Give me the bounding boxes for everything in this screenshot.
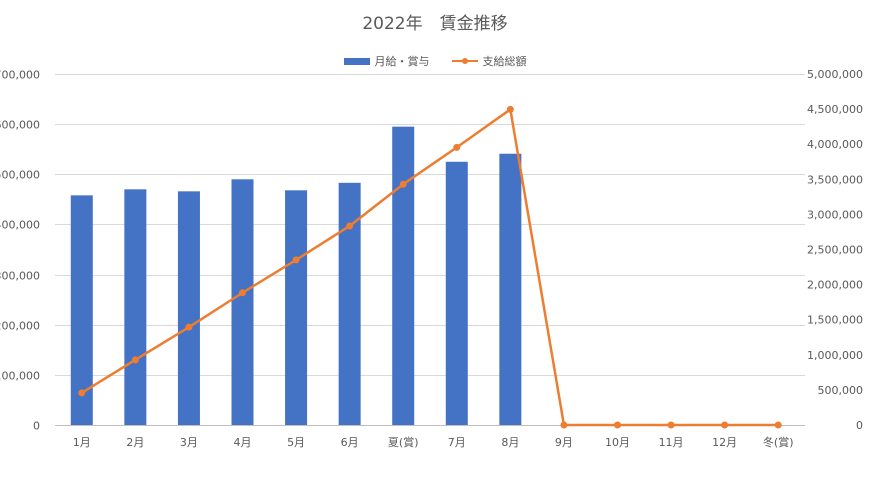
y-left-tick-label: 100,000 bbox=[0, 370, 40, 383]
line-point bbox=[774, 421, 782, 429]
line-point bbox=[78, 389, 86, 397]
y-right-tick-label: 5,000,000 bbox=[807, 68, 863, 81]
x-tick-label: 8月 bbox=[501, 436, 519, 449]
y-left-tick-label: 600,000 bbox=[0, 119, 40, 132]
y-right-tick-label: 1,500,000 bbox=[807, 314, 863, 327]
chart-title: 2022年 賃金推移 bbox=[362, 14, 508, 34]
x-tick-label: 10月 bbox=[605, 436, 630, 449]
y-right-tick-label: 2,500,000 bbox=[807, 244, 863, 257]
legend-entry-bar: 月給・賞与 bbox=[343, 53, 430, 69]
x-tick-label: 1月 bbox=[73, 436, 91, 449]
y-right-tick-label: 4,000,000 bbox=[807, 138, 863, 151]
y-left-tick-label: 300,000 bbox=[0, 270, 40, 283]
y-right-tick-label: 500,000 bbox=[818, 384, 864, 397]
line-point bbox=[667, 421, 675, 429]
line-point bbox=[506, 105, 514, 113]
y-right-tick-label: 3,000,000 bbox=[807, 208, 863, 221]
x-tick-label: 7月 bbox=[448, 436, 466, 449]
bar bbox=[70, 195, 93, 425]
x-tick-label: 夏(賞) bbox=[388, 436, 419, 449]
bar bbox=[124, 189, 147, 425]
bar bbox=[231, 179, 254, 425]
line-point bbox=[239, 289, 246, 297]
line-point bbox=[560, 421, 568, 429]
legend-label-bar: 月給・賞与 bbox=[374, 55, 430, 68]
y-right-tick-label: 0 bbox=[856, 419, 863, 432]
legend-entry-line: 支給総額 bbox=[451, 53, 527, 69]
bar bbox=[338, 182, 361, 425]
series-line bbox=[81, 108, 779, 427]
line-point bbox=[185, 323, 193, 331]
bar bbox=[177, 191, 200, 425]
y-left-tick-label: 500,000 bbox=[0, 169, 40, 182]
legend: 月給・賞与 支給総額 bbox=[0, 53, 870, 69]
x-tick-label: 2月 bbox=[126, 436, 144, 449]
line-point bbox=[346, 222, 354, 230]
y-left-tick-label: 400,000 bbox=[0, 219, 40, 232]
line-point bbox=[721, 421, 729, 429]
y-right-tick-label: 4,500,000 bbox=[807, 103, 863, 116]
bar bbox=[445, 161, 468, 425]
x-tick-label: 4月 bbox=[234, 436, 252, 449]
x-tick-label: 12月 bbox=[712, 436, 737, 449]
x-tick-label: 11月 bbox=[659, 436, 684, 449]
x-tick-label: 9月 bbox=[555, 436, 573, 449]
line-point bbox=[131, 356, 139, 364]
line-point bbox=[292, 256, 300, 264]
bar bbox=[392, 126, 415, 426]
x-tick-label: 6月 bbox=[341, 436, 359, 449]
y-left-tick-label: 0 bbox=[33, 420, 40, 433]
y-left-tick-label: 700,000 bbox=[0, 69, 40, 82]
legend-label-line: 支給総額 bbox=[482, 55, 527, 68]
line-point bbox=[453, 143, 461, 151]
x-tick-label: 5月 bbox=[287, 436, 305, 449]
y-right-tick-label: 2,000,000 bbox=[807, 279, 863, 292]
y-right-tick-label: 1,000,000 bbox=[807, 349, 863, 362]
line-point bbox=[614, 421, 621, 429]
y-left-tick-label: 200,000 bbox=[0, 320, 40, 333]
bar bbox=[285, 190, 308, 425]
legend-bar-swatch bbox=[343, 57, 370, 65]
y-right-tick-label: 3,500,000 bbox=[807, 173, 863, 186]
bar bbox=[499, 153, 522, 425]
x-tick-label: 3月 bbox=[180, 436, 198, 449]
x-tick-label: 冬(賞) bbox=[763, 435, 794, 449]
line-point bbox=[399, 180, 407, 188]
legend-line-swatch bbox=[451, 56, 478, 66]
